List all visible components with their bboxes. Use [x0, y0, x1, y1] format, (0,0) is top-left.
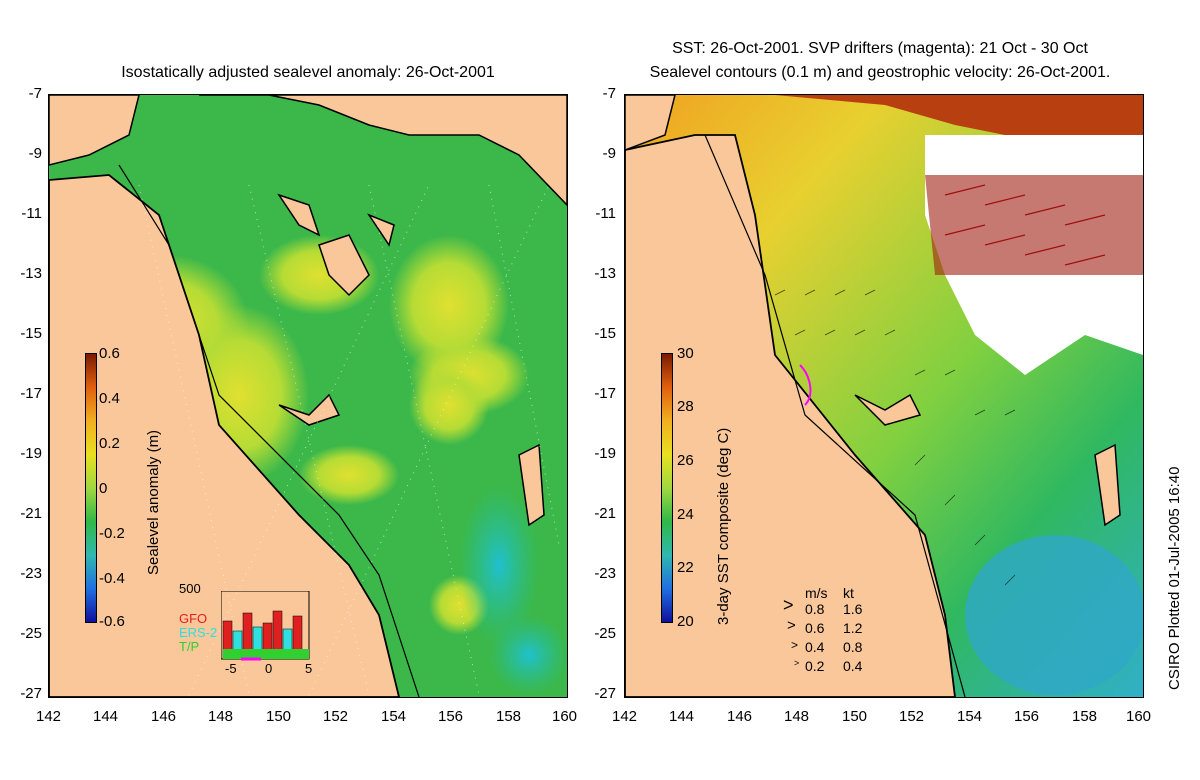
right-y-tick: -15 — [594, 325, 616, 342]
right-x-tick: 160 — [1126, 708, 1152, 725]
velocity-legend-ms: 0.4 — [805, 639, 825, 655]
velocity-legend-header-ms: m/s — [805, 585, 828, 601]
left-x-tick: 146 — [151, 708, 177, 725]
velocity-legend-ms: 0.6 — [805, 620, 825, 636]
velocity-legend-arrow-icon: > — [783, 595, 794, 615]
left-y-tick: -9 — [28, 145, 42, 162]
anomaly-colorbar-tick: 0.2 — [99, 435, 120, 452]
satellite-label-ers2: ERS-2 — [179, 625, 218, 640]
sst-colorbar-tick: 24 — [677, 506, 694, 523]
sst-colorbar-tick: 20 — [677, 613, 694, 630]
left-x-tick: 160 — [552, 708, 578, 725]
sst-colorbar-tick: 22 — [677, 559, 694, 576]
velocity-legend-arrow-icon: > — [794, 658, 800, 668]
satellite-bar-chart — [221, 591, 310, 661]
anomaly-colorbar-tick: 0 — [99, 480, 108, 497]
plot-credit: CSIRO Plotted 01-Jul-2005 16:40 — [1166, 466, 1183, 690]
left-y-tick: -25 — [20, 625, 42, 642]
anomaly-colorbar-tick: 0.4 — [99, 390, 120, 407]
right-x-tick: 144 — [669, 708, 695, 725]
anomaly-colorbar-tick: 0.6 — [99, 345, 120, 362]
right-panel-title-line2: Sealevel contours (0.1 m) and geostrophi… — [649, 64, 1111, 81]
right-x-tick: 142 — [612, 708, 638, 725]
right-y-tick: -27 — [594, 685, 616, 702]
velocity-legend-arrow-icon: > — [787, 617, 796, 634]
right-x-tick: 148 — [784, 708, 810, 725]
right-y-tick: -11 — [595, 205, 616, 222]
right-x-tick: 158 — [1072, 708, 1098, 725]
inset-x-tick: -5 — [225, 661, 237, 676]
right-x-tick: 154 — [957, 708, 983, 725]
right-x-tick: 146 — [727, 708, 753, 725]
right-y-tick: -17 — [594, 385, 616, 402]
left-y-tick: -23 — [20, 565, 42, 582]
velocity-legend-ms: 0.2 — [805, 658, 825, 674]
left-x-tick: 150 — [266, 708, 292, 725]
left-y-tick: -19 — [20, 445, 42, 462]
velocity-legend-kt: 0.4 — [843, 658, 863, 674]
velocity-legend-kt: 0.8 — [843, 639, 863, 655]
velocity-legend-ms: 0.8 — [805, 601, 825, 617]
left-x-tick: 148 — [208, 708, 234, 725]
right-y-tick: -7 — [602, 85, 616, 102]
left-x-tick: 156 — [438, 708, 464, 725]
left-y-tick: -21 — [20, 505, 42, 522]
left-x-tick: 142 — [36, 708, 62, 725]
satellite-label-tp: T/P — [179, 639, 200, 654]
right-x-tick: 150 — [842, 708, 868, 725]
sst-colorbar — [661, 353, 673, 623]
left-y-tick: -15 — [20, 325, 42, 342]
left-y-tick: -11 — [21, 205, 42, 222]
right-y-tick: -25 — [594, 625, 616, 642]
right-y-tick: -19 — [594, 445, 616, 462]
inset-x-tick: 0 — [265, 661, 273, 676]
right-y-tick: -23 — [594, 565, 616, 582]
left-y-tick: -17 — [20, 385, 42, 402]
right-panel-title-line1: SST: 26-Oct-2001. SVP drifters (magenta)… — [672, 40, 1088, 57]
anomaly-colorbar-tick: -0.6 — [99, 613, 125, 630]
inset-x-tick: 5 — [305, 661, 313, 676]
sst-map: 30 28 26 24 22 20 3-day SST composite (d… — [624, 94, 1144, 698]
left-x-tick: 154 — [381, 708, 407, 725]
inset-top-tick: 500 — [179, 581, 201, 596]
sst-colorbar-label: 3-day SST composite (deg C) — [715, 427, 732, 625]
right-y-tick: -9 — [602, 145, 616, 162]
velocity-legend-kt: 1.2 — [843, 620, 863, 636]
satellite-label-gfo: GFO — [179, 611, 208, 626]
velocity-legend-header-kt: kt — [843, 585, 854, 601]
satellite-inset: 500 GFO ERS-2 T/P -5 0 5 — [173, 581, 313, 681]
right-x-tick: 152 — [899, 708, 925, 725]
anomaly-colorbar-label: Sealevel anomaly (m) — [145, 429, 162, 575]
anomaly-colorbar-tick: -0.4 — [99, 570, 125, 587]
left-y-tick: -13 — [20, 265, 42, 282]
sst-map-graphic — [625, 95, 1143, 697]
sst-colorbar-tick: 28 — [677, 398, 694, 415]
left-x-tick: 152 — [323, 708, 349, 725]
left-x-tick: 158 — [496, 708, 522, 725]
velocity-legend-arrow-icon: > — [791, 638, 799, 652]
left-panel-title: Isostatically adjusted sealevel anomaly:… — [121, 64, 495, 81]
sst-colorbar-tick: 30 — [677, 345, 694, 362]
sst-colorbar-tick: 26 — [677, 452, 694, 469]
right-x-tick: 156 — [1014, 708, 1040, 725]
right-y-tick: -21 — [594, 505, 616, 522]
sealevel-anomaly-map-graphic — [49, 95, 567, 697]
anomaly-colorbar-tick: -0.2 — [99, 525, 125, 542]
left-x-tick: 144 — [93, 708, 119, 725]
left-y-tick: -27 — [20, 685, 42, 702]
velocity-legend-kt: 1.6 — [843, 601, 863, 617]
anomaly-colorbar — [85, 353, 97, 623]
sealevel-anomaly-map: 0.6 0.4 0.2 0 -0.2 -0.4 -0.6 Sealevel an… — [48, 94, 568, 698]
left-y-tick: -7 — [28, 85, 42, 102]
right-y-tick: -13 — [594, 265, 616, 282]
